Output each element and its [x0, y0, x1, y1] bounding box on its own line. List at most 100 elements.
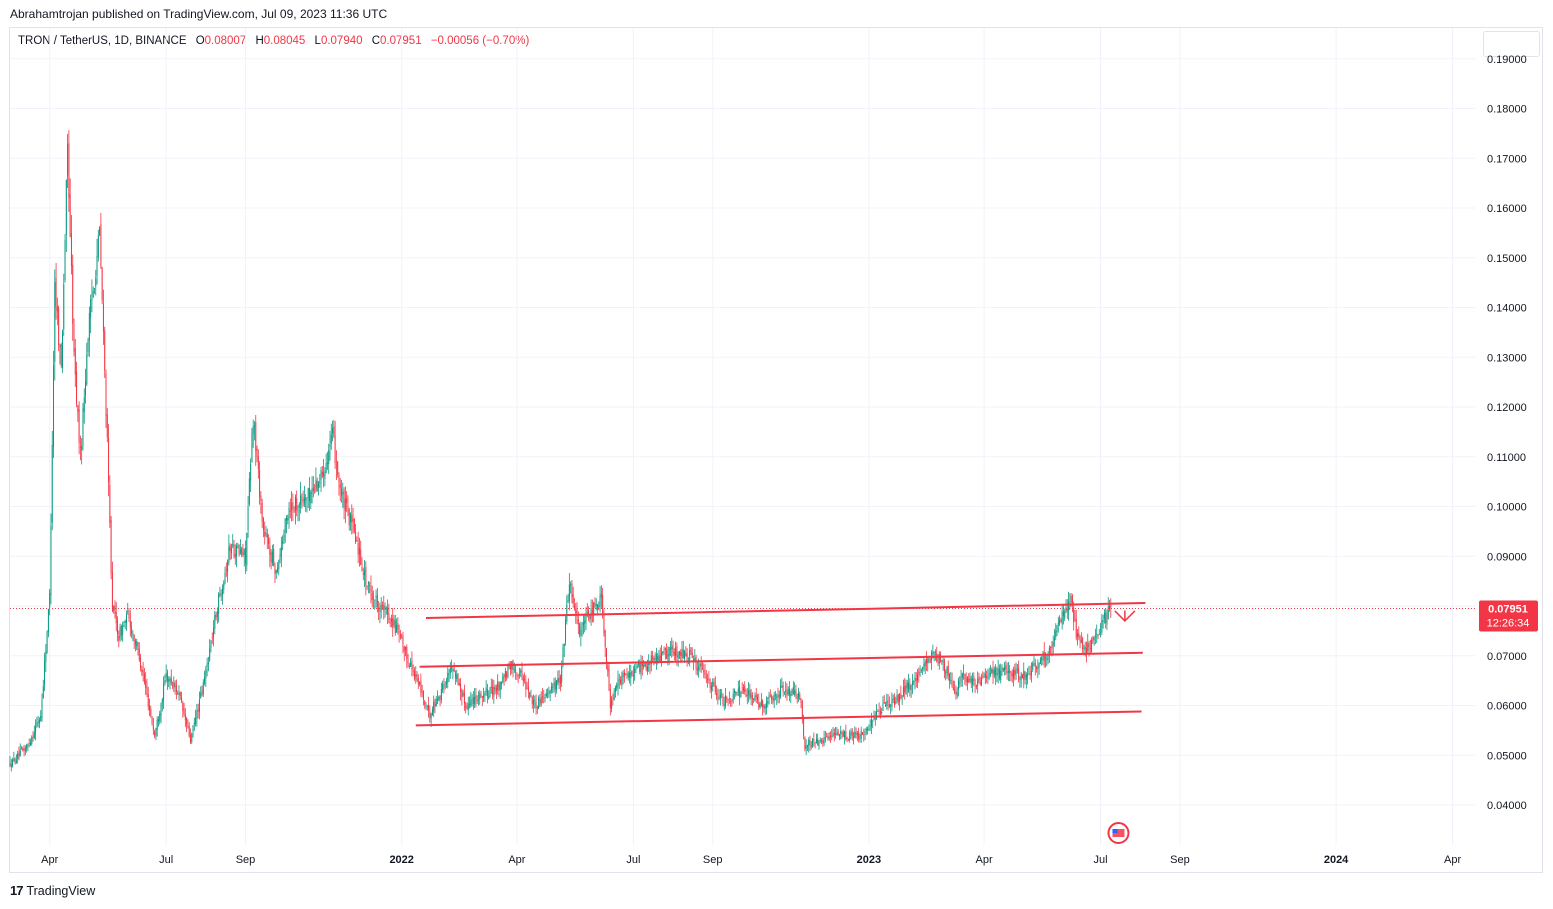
- candle-body: [516, 673, 518, 675]
- candle: [380, 597, 382, 619]
- candle-body: [1051, 646, 1053, 649]
- candle: [206, 657, 208, 677]
- candle: [824, 730, 826, 743]
- candle: [525, 674, 527, 698]
- candle: [840, 725, 842, 740]
- candle-body: [733, 690, 735, 693]
- candle-body: [841, 732, 843, 734]
- candle: [938, 651, 940, 670]
- candle: [37, 715, 39, 728]
- candle: [961, 672, 963, 687]
- chart-settings-box[interactable]: [1483, 31, 1540, 57]
- candle: [945, 669, 947, 681]
- candle: [892, 694, 894, 704]
- candle: [885, 701, 887, 708]
- candle-body: [812, 738, 814, 747]
- candle-body: [607, 665, 609, 672]
- candle: [187, 719, 189, 729]
- candle: [759, 702, 761, 710]
- candle-body: [769, 695, 771, 697]
- candle: [50, 513, 52, 605]
- candle-body: [923, 663, 925, 670]
- candle: [273, 543, 275, 567]
- candle: [488, 690, 490, 700]
- candle: [192, 725, 194, 738]
- candle-body: [146, 687, 148, 694]
- candle-body: [717, 696, 719, 698]
- candle: [947, 660, 949, 681]
- candle: [730, 697, 732, 707]
- candle-body: [302, 499, 304, 502]
- candle-body: [960, 677, 962, 682]
- candle: [274, 562, 276, 584]
- candle-body: [1079, 636, 1081, 642]
- price-tick-label: 0.12000: [1487, 402, 1527, 414]
- candle: [813, 732, 815, 747]
- candle-body: [705, 676, 707, 678]
- candle-body: [297, 510, 299, 512]
- candle: [323, 458, 325, 488]
- candle-body: [855, 732, 857, 735]
- candle: [864, 728, 866, 741]
- candle-body: [115, 612, 117, 624]
- candle: [477, 691, 479, 706]
- candle-body: [9, 762, 11, 767]
- candle-body: [1077, 633, 1079, 637]
- candle-body: [424, 701, 426, 705]
- price-tick-label: 0.13000: [1487, 352, 1527, 364]
- candle-body: [492, 686, 494, 695]
- candle: [53, 350, 55, 459]
- candle: [629, 664, 631, 684]
- candle-body: [457, 673, 459, 685]
- candle-body: [776, 696, 778, 698]
- candle-body: [421, 691, 423, 693]
- candle-body: [453, 668, 455, 672]
- candle-body: [763, 706, 765, 709]
- candle-body: [486, 689, 488, 697]
- candle: [1077, 628, 1079, 646]
- candle-body: [232, 544, 234, 547]
- candle-body: [602, 595, 604, 615]
- candle: [690, 647, 692, 655]
- candle: [101, 266, 103, 305]
- candle: [1098, 629, 1100, 636]
- candle: [895, 696, 897, 705]
- candle-body: [686, 653, 688, 660]
- candle: [604, 629, 606, 657]
- candle-body: [997, 668, 999, 675]
- candle-body: [216, 611, 218, 618]
- candle-body: [233, 544, 235, 557]
- candle-body: [529, 692, 531, 698]
- ohlc-legend: TRON / TetherUS, 1D, BINANCE O0.08007 H0…: [18, 35, 529, 47]
- candle: [420, 673, 422, 697]
- candle: [838, 733, 840, 741]
- candle-body: [471, 698, 473, 700]
- candle: [700, 656, 702, 674]
- candle: [785, 681, 787, 699]
- candle: [543, 689, 545, 704]
- candle-body: [661, 652, 663, 664]
- candle: [306, 496, 308, 513]
- candle: [722, 693, 724, 707]
- candle-body: [858, 732, 860, 740]
- candle-body: [13, 758, 15, 761]
- candle-body: [101, 267, 103, 301]
- candle-body: [259, 469, 261, 498]
- candle-body: [940, 654, 942, 662]
- candle: [996, 666, 998, 683]
- candle: [873, 710, 875, 721]
- candle-body: [138, 648, 140, 660]
- candle-body: [517, 675, 519, 677]
- price-tick-label: 0.17000: [1487, 153, 1527, 165]
- candle-body: [53, 365, 55, 447]
- candle-body: [23, 748, 25, 752]
- candle-body: [211, 637, 213, 639]
- candle-body: [707, 678, 709, 681]
- candle-body: [463, 692, 465, 704]
- candle-body: [82, 408, 84, 446]
- candle: [900, 685, 902, 700]
- candle: [659, 647, 661, 663]
- candle-body: [925, 659, 927, 664]
- candle: [396, 618, 398, 633]
